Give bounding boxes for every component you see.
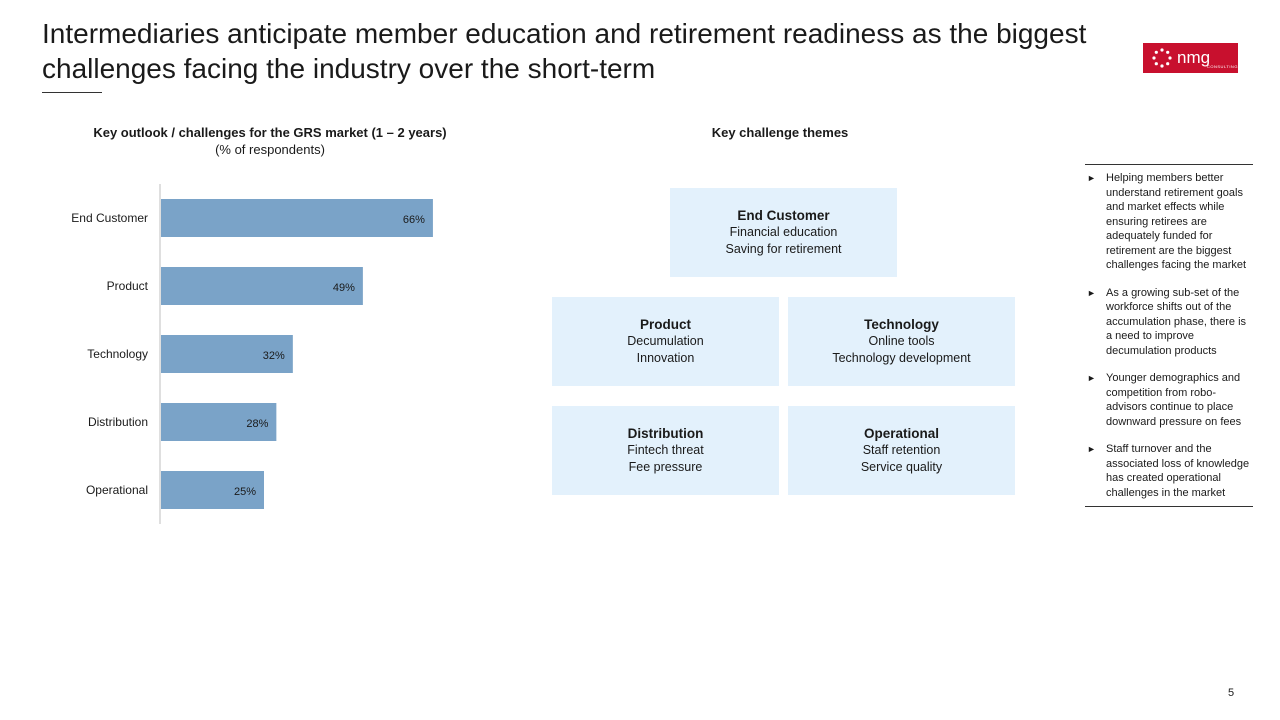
logo-dots-icon (1152, 48, 1172, 68)
bar-distribution (161, 403, 277, 441)
finding-item: ► Staff turnover and the associated loss… (1085, 442, 1253, 500)
theme-line: Decumulation (627, 334, 704, 348)
theme-box-operational: Operational Staff retention Service qual… (788, 406, 1015, 495)
theme-line: Saving for retirement (725, 242, 842, 256)
nmg-logo: nmg CONSULTING (1143, 43, 1238, 73)
logo-text: nmg (1177, 48, 1211, 67)
finding-text: Helping members better understand retire… (1106, 172, 1247, 271)
value-label: 28% (246, 418, 268, 430)
finding-text: Younger demographics and competition fro… (1106, 372, 1242, 428)
theme-box-end-customer: End Customer Financial education Saving … (670, 188, 897, 277)
theme-box-distribution: Distribution Fintech threat Fee pressure (552, 406, 779, 495)
page-title: Intermediaries anticipate member educati… (42, 18, 1087, 84)
category-label: Product (107, 279, 149, 293)
triangle-bullet-icon: ► (1087, 287, 1096, 298)
bar-technology (161, 335, 293, 373)
theme-line: Financial education (729, 225, 838, 239)
category-label: Distribution (88, 415, 148, 429)
page-number: 5 (1228, 687, 1235, 699)
chart-subtitle: (% of respondents) (215, 142, 325, 157)
bar-operational (161, 471, 264, 509)
theme-heading: Product (639, 317, 691, 332)
triangle-bullet-icon: ► (1087, 444, 1096, 454)
theme-line: Fintech threat (627, 443, 704, 457)
theme-box-technology: Technology Online tools Technology devel… (788, 297, 1015, 386)
theme-box-product: Product Decumulation Innovation (552, 297, 779, 386)
category-label: End Customer (71, 211, 148, 225)
value-label: 49% (333, 282, 355, 294)
value-label: 25% (234, 486, 256, 498)
theme-line: Innovation (636, 351, 695, 365)
logo-subtext: CONSULTING (1207, 64, 1238, 69)
bar-product (161, 267, 363, 305)
chart-title: Key outlook / challenges for the GRS mar… (93, 125, 447, 140)
theme-line: Technology development (832, 351, 971, 365)
theme-line: Online tools (868, 334, 935, 348)
finding-text: Staff turnover and the associated loss o… (1106, 443, 1250, 499)
theme-heading: End Customer (737, 208, 830, 223)
theme-line: Fee pressure (628, 460, 703, 474)
finding-item: ► Younger demographics and competition f… (1085, 371, 1253, 429)
theme-line: Service quality (860, 460, 943, 474)
title-underline (42, 92, 102, 93)
value-label: 32% (263, 350, 285, 362)
finding-text: As a growing sub-set of the workforce sh… (1106, 286, 1247, 357)
category-label: Technology (87, 347, 148, 361)
bar-chart: End Customer 66% Product 49% Technology 32% Di… (71, 184, 433, 524)
theme-heading: Distribution (627, 426, 704, 441)
theme-heading: Operational (863, 426, 939, 441)
triangle-bullet-icon: ► (1087, 373, 1096, 383)
bar-end-customer (161, 199, 433, 237)
triangle-bullet-icon: ► (1087, 173, 1096, 183)
finding-item: ► As a growing sub-set of the workforce … (1085, 286, 1253, 359)
theme-line: Staff retention (862, 443, 941, 457)
theme-heading: Technology (864, 317, 939, 332)
key-findings-panel: ► Helping members better understand reti… (1085, 164, 1253, 507)
finding-item: ► Helping members better understand reti… (1085, 171, 1253, 273)
value-label: 66% (403, 214, 425, 226)
category-label: Operational (86, 483, 148, 497)
themes-title: Key challenge themes (711, 125, 849, 140)
